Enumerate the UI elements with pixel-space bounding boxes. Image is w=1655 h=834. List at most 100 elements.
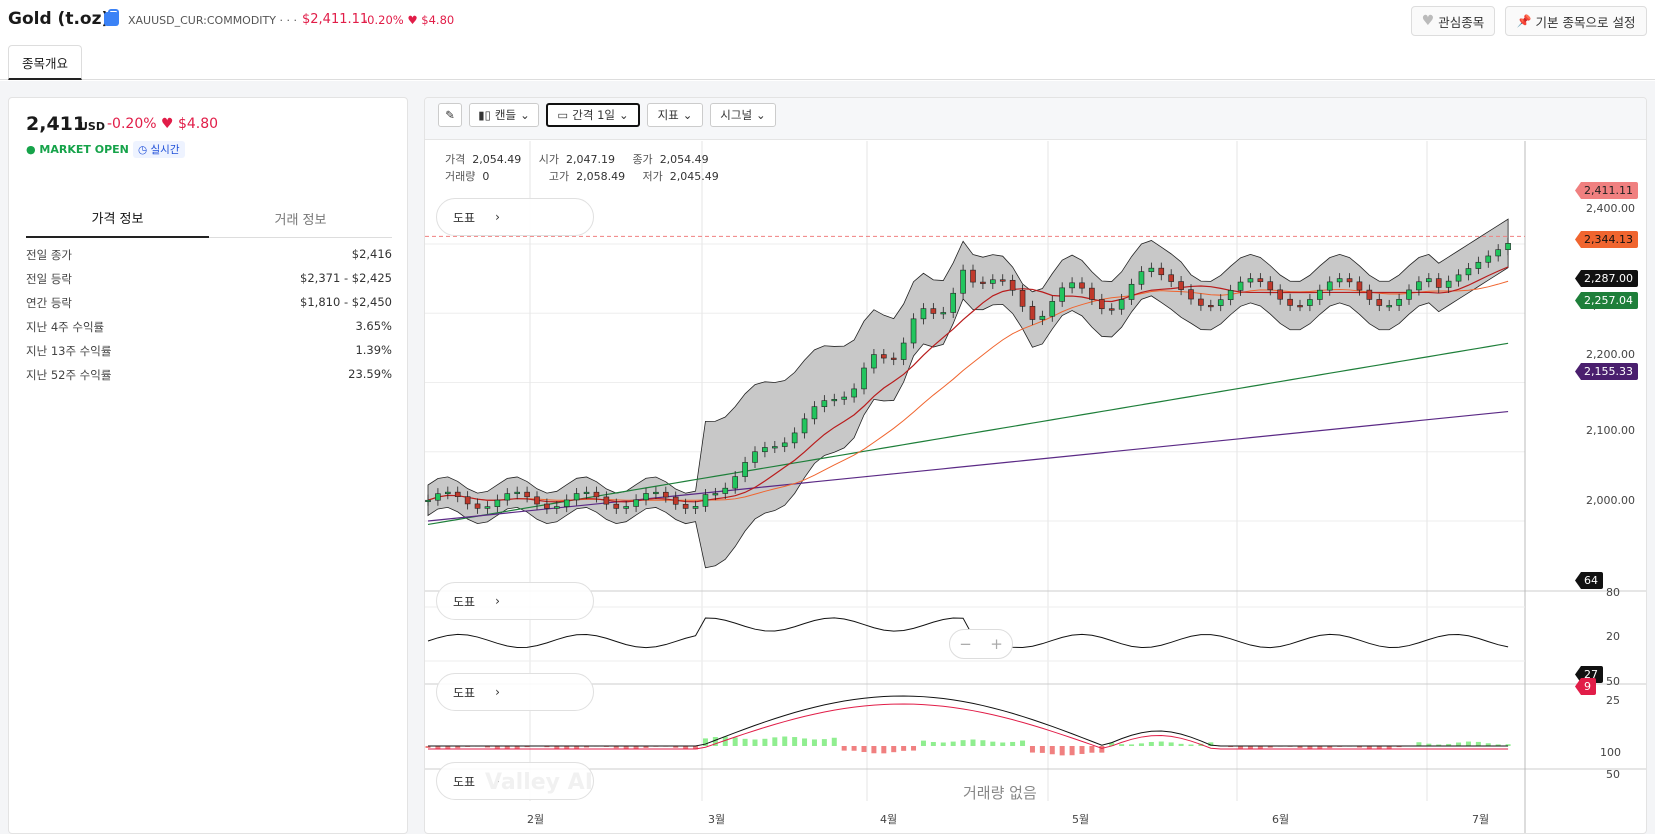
macd-histogram-bar [772,737,778,746]
candle-body [603,496,610,505]
macd-histogram-bar [1456,742,1462,746]
ma-line-orange [427,280,1509,501]
macd-histogram-bar [742,738,748,746]
volume-axis-label: 100 [1600,746,1621,759]
macd-histogram-bar [1317,746,1323,750]
macd-histogram-bar [1238,746,1244,749]
price-axis-label: 2,000.00 [1586,494,1635,507]
candle-body [772,446,778,449]
macd-histogram-bar [1010,741,1016,746]
candle-body [999,279,1006,282]
month-label: 5월 [1072,813,1090,826]
signal-button[interactable]: 시그널 ⌄ [710,103,776,127]
interval-button[interactable]: ▭ 간격 1일 ⌄ [546,103,640,127]
drawing-pill[interactable]: 도표 › [436,762,594,800]
zoom-in-icon[interactable]: + [990,635,1003,653]
candle-body [504,493,511,501]
ma-line-purple [427,410,1509,522]
macd-histogram-bar [1386,746,1392,749]
tab-trade-info[interactable]: 거래 정보 [274,212,327,228]
macd-histogram-bar [930,742,936,746]
macd-histogram-bar [1158,741,1164,746]
price-chart[interactable] [425,141,1647,834]
chevron-down-icon: ⌄ [520,108,530,122]
candle-body [990,279,996,284]
macd-histogram-bar [1416,742,1422,746]
macd-histogram-bar [1327,746,1333,749]
candle-body [494,499,501,507]
macd-histogram-bar [722,736,728,746]
candle-body [1455,274,1462,282]
macd-histogram-bar [940,742,946,746]
candle-body [1039,315,1046,320]
candle-body [1445,280,1452,288]
macd-histogram-bar [425,746,431,748]
zoom-control[interactable]: − + [949,629,1013,659]
watchlist-button[interactable]: ♥ 관심종목 [1411,6,1495,36]
ma-green-tag: 2,257.04 [1575,292,1638,309]
macd-histogram-bar [811,739,817,746]
heart-icon: ♥ [1421,13,1435,29]
macd-histogram-bar [1495,744,1501,746]
macd-histogram-bar [782,736,788,746]
ruler-icon: ▭ [557,108,569,122]
page-title: Gold (t.oz) [8,9,110,29]
macd-histogram-bar [1485,743,1491,746]
candle-body [1346,278,1353,283]
macd-histogram-bar [1188,744,1194,746]
candle-body [871,354,877,369]
candle-body [573,493,580,501]
indicator-button[interactable]: 지표 ⌄ [647,103,703,127]
candle-body [1426,278,1432,283]
macd-histogram-bar [1426,743,1432,746]
drawing-pill[interactable]: 도표 › [436,582,594,620]
macd-histogram-bar [1168,742,1174,746]
candle-body [633,499,639,507]
macd-histogram-bar [494,746,500,749]
candle-body [663,491,669,498]
candle-body [1376,299,1383,306]
candle-body [732,476,738,489]
macd-histogram-bar [732,737,738,746]
macd-histogram-bar [673,746,679,748]
header-price: $2,411.11 [302,12,369,27]
candle-body [881,354,887,359]
macd-histogram-bar [960,740,966,746]
tab-price-info[interactable]: 가격 정보 [26,198,209,238]
set-default-button[interactable]: 📌 기본 종목으로 설정 [1505,6,1647,36]
macd-histogram-bar [1228,746,1234,748]
chevron-right-icon: › [495,685,500,699]
candle-body [1019,289,1026,307]
candle-body [910,318,917,344]
month-label: 4월 [880,813,898,826]
macd-histogram-bar [1059,746,1065,756]
candle-body [524,491,530,498]
bag-icon [104,9,119,26]
candle-body [593,491,600,498]
macd-histogram-bar [1020,740,1026,746]
macd-histogram-bar [1049,746,1055,755]
summary-change: -0.20% ♥ $4.80 [107,116,219,132]
candle-body [1227,290,1234,300]
drawing-pill[interactable]: 도표 › [436,673,594,711]
macd-histogram-bar [435,746,441,750]
macd-axis-label: 25 [1606,694,1620,707]
market-status: ● MARKET OPEN [26,143,129,156]
macd-histogram-bar [484,746,490,748]
tab-overview[interactable]: 종목개요 [8,45,82,80]
info-row: 전일 종가 $2,416 [26,247,392,262]
candle-body [1118,299,1125,310]
candle-type-button[interactable]: ▮▯ 캔들 ⌄ [469,103,539,127]
macd-histogram-bar [1396,746,1402,748]
draw-tool-button[interactable]: ✎ [438,103,462,127]
month-label: 2월 [527,813,545,826]
realtime-badge: ◷ 실시간 [133,141,185,158]
macd-histogram-bar [504,746,510,750]
candle-body [1326,281,1333,291]
macd-histogram-bar [1267,746,1273,748]
candle-body [890,357,897,360]
zoom-out-icon[interactable]: − [959,635,972,653]
candle-body [1416,281,1422,291]
drawing-pill[interactable]: 도표 › [436,198,594,236]
candle-body [682,503,689,509]
